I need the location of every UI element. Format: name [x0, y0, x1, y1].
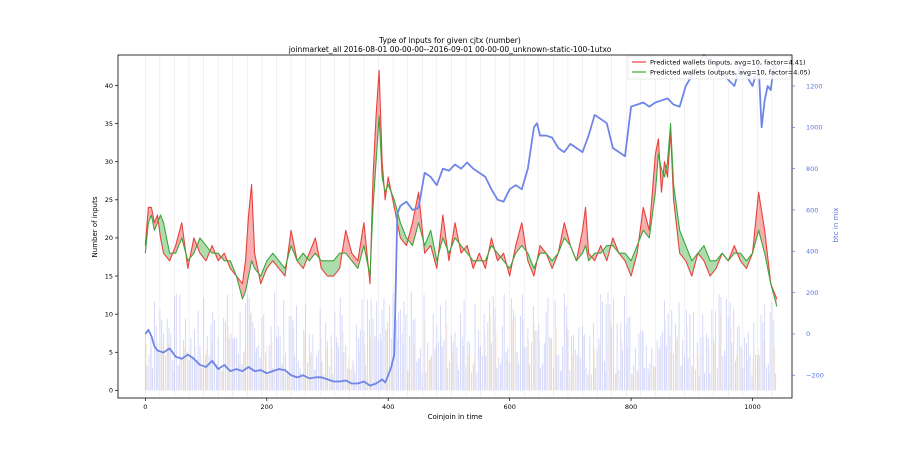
chart-subtitle: joinmarket_all 2016-08-01 00-00-00--2016…	[288, 45, 612, 54]
y-tick-label: 25	[105, 196, 113, 204]
fill-segment	[412, 192, 419, 246]
x-tick-label: 1000	[744, 403, 761, 411]
fill-segment	[351, 253, 358, 269]
y-tick-label: 15	[105, 272, 113, 280]
y-tick-label: 10	[105, 310, 113, 318]
y2-tick-label: 0	[806, 330, 810, 338]
y2-tick-label: 200	[806, 289, 818, 297]
y2-tick-label: 400	[806, 248, 818, 256]
x-tick-label: 0	[143, 403, 147, 411]
series-line-btc	[144, 54, 778, 387]
fill-segment	[309, 237, 316, 261]
y2-tick-label: 1200	[806, 82, 823, 90]
fill-segment	[376, 70, 380, 162]
fill-segment	[321, 260, 328, 277]
fill-segment	[260, 260, 267, 284]
fill-segment	[424, 230, 431, 254]
bar-background	[144, 55, 777, 398]
fill-segment	[266, 253, 273, 269]
fill-segment	[710, 260, 717, 277]
y-tick-label: 35	[105, 120, 113, 128]
x-tick-label: 400	[382, 403, 394, 411]
series-line-outputs	[144, 115, 778, 307]
fill-segment	[679, 230, 686, 261]
fill-segment	[278, 260, 285, 277]
legend-label-inputs: Predicted wallets (inputs, avg=10, facto…	[650, 59, 806, 67]
y-axis-label: Number of inputs	[91, 196, 99, 257]
y-axis-left: 0 5 10 15 20 25 30 35 40	[105, 82, 118, 395]
y-axis-right: −200 0 200 400 600 800 1000 1200	[792, 82, 824, 380]
fill-segment	[527, 253, 534, 277]
fill-segment	[148, 207, 152, 223]
x-axis: 0 200 400 600 800 1000	[143, 398, 761, 411]
y-tick-label: 40	[105, 82, 113, 90]
x-axis-label: Coinjoin in time	[428, 413, 483, 421]
legend: Predicted wallets (inputs, avg=10, facto…	[627, 55, 810, 80]
fill-segment	[272, 253, 279, 269]
fill-segment	[160, 215, 164, 254]
fill-segment	[297, 253, 304, 269]
fill-segment	[697, 245, 704, 261]
fill-segment	[154, 215, 158, 231]
fill-segment	[758, 192, 765, 254]
y-tick-label: 20	[105, 234, 113, 242]
fill-segment	[703, 245, 711, 277]
fill-segment	[327, 260, 334, 277]
x-tick-label: 800	[625, 403, 637, 411]
x-tick-label: 600	[503, 403, 515, 411]
legend-label-outputs: Predicted wallets (outputs, avg=10, fact…	[650, 69, 810, 77]
difference-fills	[145, 70, 777, 307]
x-tick-label: 200	[261, 403, 273, 411]
y2-tick-label: 800	[806, 165, 818, 173]
y2-tick-label: −200	[806, 372, 824, 380]
fill-segment	[685, 245, 692, 277]
y-tick-label: 0	[109, 387, 113, 395]
y2-tick-label: 600	[806, 206, 818, 214]
fill-segment	[206, 245, 213, 261]
chart-title: Type of inputs for given cjtx (number)	[379, 36, 521, 45]
fill-segment	[625, 253, 632, 277]
y-tick-label: 5	[109, 349, 113, 357]
y2-axis-label: btc in mix	[832, 208, 840, 243]
series-lines	[144, 54, 778, 387]
plot-frame	[117, 54, 793, 399]
series-line-inputs	[144, 69, 778, 300]
y2-tick-label: 1000	[806, 124, 823, 132]
fill-segment	[740, 253, 747, 269]
y-tick-label: 30	[105, 158, 113, 166]
fill-segment	[582, 207, 586, 254]
